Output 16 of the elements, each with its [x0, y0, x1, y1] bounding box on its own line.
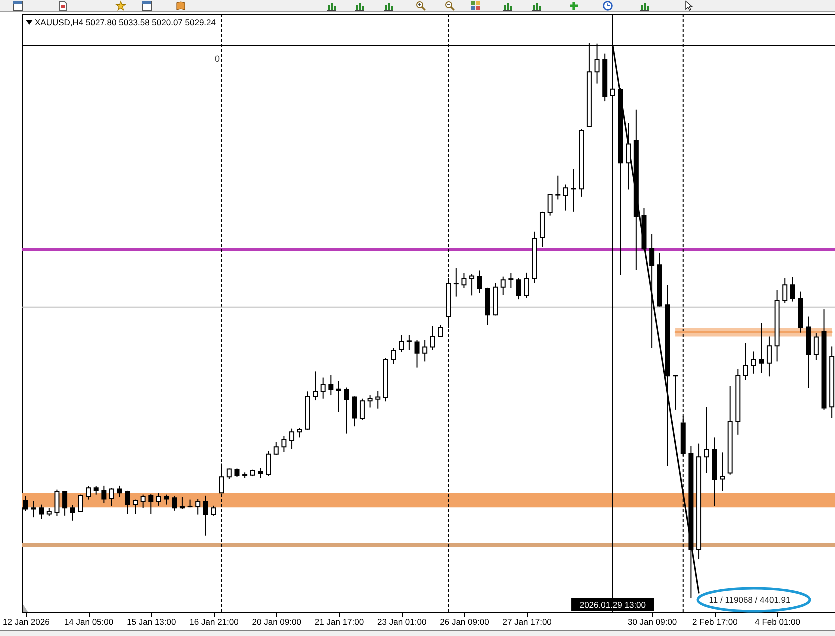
x-tick-label: 2026.01.29 13:00: [580, 600, 646, 610]
x-tick-label: 20 Jan 09:00: [252, 617, 302, 627]
x-tick-label: 23 Jan 01:00: [378, 617, 427, 627]
x-tick-label: 14 Jan 05:00: [64, 617, 114, 627]
x-tick-label: 30 Jan 09:00: [628, 617, 678, 627]
annotation: 11 / 119068 / 4401.91: [709, 595, 791, 605]
x-tick-label: 15 Jan 13:00: [127, 617, 176, 627]
annotation: 0: [214, 54, 220, 64]
x-tick-label: 4 Feb 01:00: [755, 617, 801, 627]
x-tick-label: 12 Jan 2026: [3, 617, 50, 627]
x-tick-label: 2 Feb 17:00: [692, 617, 738, 627]
x-tick-label: 27 Jan 17:00: [502, 617, 552, 627]
x-tick-label: 16 Jan 21:00: [190, 617, 240, 627]
chart-title: XAUUSD,H4 5027.80 5033.58 5020.07 5029.24: [35, 18, 216, 28]
x-tick-label: 26 Jan 09:00: [440, 617, 490, 627]
x-tick-label: 21 Jan 17:00: [314, 617, 364, 627]
